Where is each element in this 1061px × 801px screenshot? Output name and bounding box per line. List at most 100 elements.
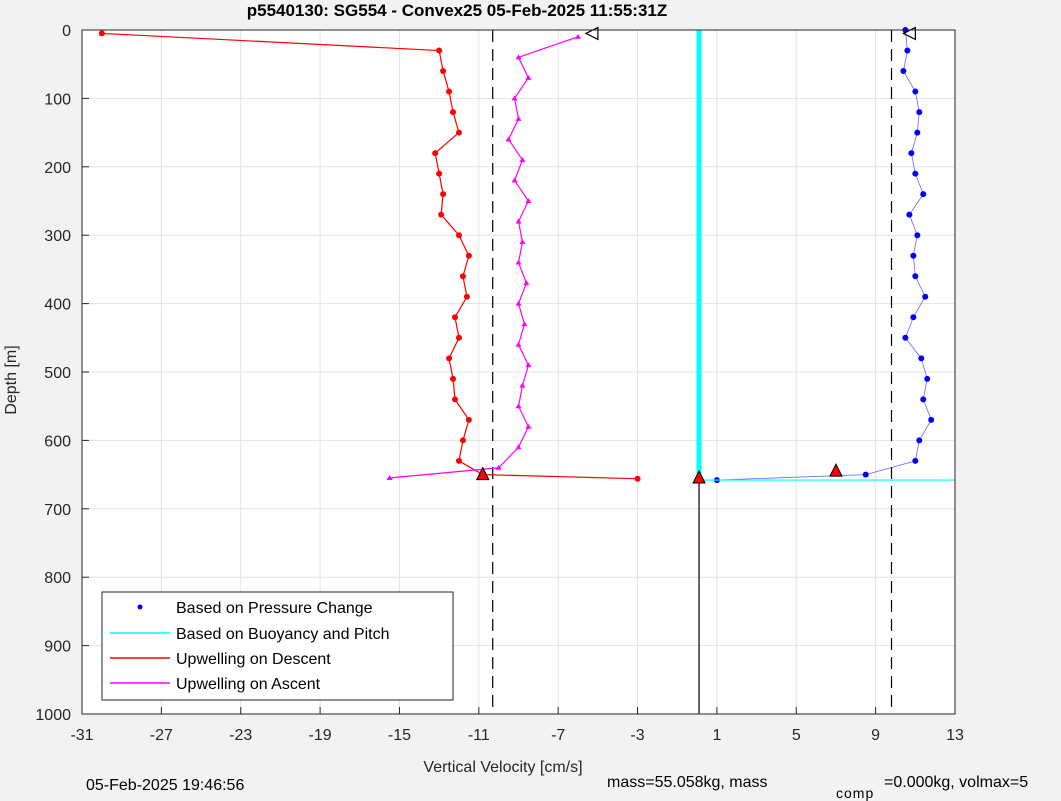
data-point: [515, 341, 522, 347]
data-point: [916, 437, 923, 444]
data-point: [902, 334, 909, 341]
x-tick-label: -7: [551, 727, 565, 744]
footer-mass: mass=55.058kg, mass: [607, 774, 768, 791]
footer-rest-text: =0.000kg, volmax=5: [884, 774, 1028, 791]
data-point: [455, 232, 462, 239]
data-point: [452, 314, 459, 321]
y-tick-label: 800: [44, 570, 71, 587]
data-point: [511, 95, 518, 101]
data-point: [916, 109, 923, 116]
data-point: [928, 416, 935, 423]
data-point: [525, 198, 532, 203]
legend-symbol-pressure: [137, 604, 143, 610]
x-tick-label: -27: [150, 727, 173, 744]
x-tick-label: 5: [792, 727, 801, 744]
series-line: [716, 29, 932, 481]
data-point: [436, 170, 443, 177]
data-point: [910, 314, 917, 321]
y-tick-label: 600: [44, 433, 71, 450]
x-tick-label: -31: [70, 727, 93, 744]
data-point: [450, 109, 457, 116]
series-based-on-pressure-change: [713, 27, 935, 484]
data-point: [910, 252, 917, 259]
series-upwelling-on-ascent: [386, 33, 582, 481]
x-axis-ticks: -31 -27 -23 -19 -15 -11 -7 -3 1 5 9 13: [70, 707, 964, 744]
series-layer: [98, 27, 955, 484]
data-point: [455, 129, 462, 136]
triangle-up-marker: [475, 466, 490, 481]
legend: Based on Pressure Change Based on Buoyan…: [101, 591, 454, 701]
y-axis-label: Depth [m]: [3, 345, 20, 414]
x-tick-label: -3: [630, 727, 644, 744]
data-point: [634, 475, 641, 482]
footer-mass-text: mass=55.058kg, mass: [607, 774, 768, 791]
y-tick-label: 900: [44, 639, 71, 656]
data-point: [450, 375, 457, 382]
marker-layer: [475, 26, 916, 484]
data-point: [523, 280, 530, 286]
x-tick-label: -23: [229, 727, 252, 744]
y-tick-label: 300: [44, 228, 71, 245]
data-point: [465, 416, 472, 423]
data-point: [495, 464, 502, 470]
reference-lines: [492, 30, 893, 714]
x-tick-label: 1: [712, 727, 721, 744]
x-axis-label: Vertical Velocity [cm/s]: [423, 759, 582, 776]
x-tick-label: 9: [871, 727, 880, 744]
y-axis-ticks: 0 100 200 300 400 500 600 700 800 900 1000: [35, 23, 89, 724]
data-point: [912, 88, 919, 95]
data-point: [575, 33, 582, 39]
data-point: [912, 170, 919, 177]
y-tick-label: 700: [44, 502, 71, 519]
data-point: [515, 218, 522, 224]
data-point: [98, 30, 105, 37]
legend-box: [101, 591, 454, 701]
data-point: [525, 423, 532, 429]
data-point: [515, 259, 522, 265]
data-point: [463, 293, 470, 300]
data-point: [446, 88, 453, 95]
data-point: [904, 47, 911, 54]
y-tick-label: 100: [44, 91, 71, 108]
x-tick-label: -15: [388, 727, 411, 744]
data-point: [455, 334, 462, 341]
data-point: [438, 211, 445, 218]
data-point: [505, 136, 512, 142]
data-point: [459, 273, 466, 280]
data-point: [519, 239, 526, 245]
data-point: [519, 382, 526, 388]
legend-label-buoyancy: Based on Buoyancy and Pitch: [176, 626, 389, 643]
y-tick-label: 0: [62, 23, 71, 40]
data-point: [515, 300, 522, 306]
data-point: [525, 74, 532, 80]
data-point: [862, 471, 869, 478]
data-point: [455, 457, 462, 464]
data-point: [914, 129, 921, 136]
data-point: [515, 403, 522, 409]
legend-label-pressure: Based on Pressure Change: [176, 600, 373, 617]
triangle-up-marker: [829, 463, 843, 477]
data-point: [908, 150, 915, 157]
y-tick-label: 400: [44, 297, 71, 314]
data-point: [515, 115, 522, 121]
y-tick-label: 1000: [35, 707, 71, 724]
data-point: [515, 54, 522, 60]
data-point: [511, 177, 518, 183]
y-tick-label: 500: [44, 365, 71, 382]
data-point: [436, 47, 443, 54]
data-point: [920, 396, 927, 403]
data-point: [440, 191, 447, 198]
y-tick-label: 200: [44, 160, 71, 177]
triangle-up-marker: [692, 469, 706, 484]
data-point: [432, 150, 439, 157]
chart-title: p5540130: SG554 - Convex25 05-Feb-2025 1…: [247, 1, 668, 20]
data-point: [912, 457, 919, 464]
series-based-on-buoyancy-and-pitch: [696, 30, 955, 481]
data-point: [900, 68, 907, 75]
footer-sub-text: comp: [836, 785, 874, 801]
data-point: [918, 355, 925, 362]
x-tick-label: 13: [946, 727, 964, 744]
data-point: [465, 252, 472, 259]
data-point: [521, 321, 528, 327]
